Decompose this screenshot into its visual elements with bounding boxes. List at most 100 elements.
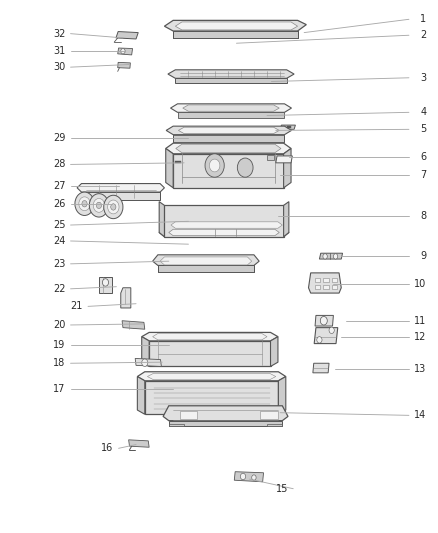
Circle shape — [333, 254, 338, 259]
Bar — [323, 278, 328, 282]
Bar — [314, 285, 320, 289]
Bar — [332, 285, 337, 289]
Circle shape — [329, 327, 334, 334]
Text: 19: 19 — [53, 340, 65, 350]
Polygon shape — [170, 104, 291, 112]
Bar — [175, 161, 180, 163]
Text: 7: 7 — [420, 170, 426, 180]
Polygon shape — [166, 143, 291, 154]
Circle shape — [82, 200, 87, 207]
Polygon shape — [116, 31, 138, 39]
Text: 32: 32 — [53, 29, 65, 39]
Circle shape — [240, 473, 246, 480]
Polygon shape — [129, 440, 149, 447]
Polygon shape — [159, 228, 289, 237]
Circle shape — [75, 192, 94, 215]
Polygon shape — [169, 421, 283, 426]
Text: 14: 14 — [414, 410, 426, 421]
Circle shape — [142, 359, 148, 367]
Text: 15: 15 — [276, 484, 288, 494]
Circle shape — [209, 159, 220, 172]
Polygon shape — [267, 424, 283, 426]
Text: 18: 18 — [53, 358, 65, 368]
Polygon shape — [121, 288, 131, 308]
Polygon shape — [280, 125, 295, 130]
Polygon shape — [271, 337, 278, 367]
Polygon shape — [122, 321, 145, 329]
Polygon shape — [135, 359, 161, 367]
Text: 20: 20 — [53, 320, 65, 330]
Circle shape — [320, 317, 327, 325]
Polygon shape — [152, 334, 267, 340]
Polygon shape — [138, 376, 145, 414]
Text: 2: 2 — [420, 30, 426, 41]
Circle shape — [237, 158, 253, 177]
Text: 24: 24 — [53, 236, 65, 246]
Polygon shape — [169, 424, 184, 426]
Text: 12: 12 — [414, 332, 426, 342]
Circle shape — [108, 200, 119, 214]
Polygon shape — [319, 253, 343, 259]
Polygon shape — [177, 112, 285, 118]
Text: 29: 29 — [53, 133, 65, 143]
Polygon shape — [166, 126, 291, 135]
Text: 28: 28 — [53, 159, 65, 169]
Polygon shape — [77, 183, 164, 192]
Text: 11: 11 — [414, 316, 426, 326]
Text: 25: 25 — [53, 220, 66, 230]
Text: 13: 13 — [414, 364, 426, 374]
Polygon shape — [163, 406, 288, 421]
Circle shape — [96, 202, 102, 208]
Polygon shape — [145, 381, 279, 414]
Text: 5: 5 — [420, 124, 426, 134]
Polygon shape — [118, 62, 131, 68]
Polygon shape — [308, 273, 341, 293]
Circle shape — [205, 154, 224, 177]
Circle shape — [79, 197, 90, 211]
Polygon shape — [152, 255, 259, 265]
Polygon shape — [159, 201, 164, 237]
Polygon shape — [175, 22, 297, 30]
Polygon shape — [183, 105, 279, 111]
Polygon shape — [149, 341, 271, 367]
Text: 6: 6 — [420, 152, 426, 162]
Polygon shape — [234, 472, 264, 482]
Polygon shape — [164, 20, 306, 31]
Polygon shape — [142, 333, 278, 341]
Text: 22: 22 — [53, 284, 66, 294]
Polygon shape — [279, 376, 286, 414]
Polygon shape — [99, 277, 112, 293]
Polygon shape — [314, 328, 338, 344]
Polygon shape — [118, 48, 133, 55]
Polygon shape — [176, 144, 281, 153]
Bar — [323, 285, 328, 289]
Text: 17: 17 — [53, 384, 65, 394]
Polygon shape — [164, 205, 284, 237]
Polygon shape — [313, 364, 329, 373]
Bar — [332, 278, 337, 282]
Circle shape — [323, 254, 327, 259]
Text: 16: 16 — [101, 443, 113, 453]
Circle shape — [121, 49, 125, 54]
Polygon shape — [284, 149, 291, 188]
Text: 23: 23 — [53, 259, 65, 269]
Circle shape — [89, 193, 109, 217]
Text: 31: 31 — [53, 46, 65, 56]
Polygon shape — [173, 31, 297, 38]
Polygon shape — [178, 127, 279, 134]
Polygon shape — [276, 156, 292, 163]
Bar — [267, 155, 274, 160]
Bar — [180, 410, 197, 419]
Polygon shape — [315, 316, 333, 326]
Circle shape — [252, 475, 256, 480]
Polygon shape — [284, 201, 289, 237]
Circle shape — [111, 204, 116, 210]
Circle shape — [93, 198, 105, 212]
Polygon shape — [173, 135, 285, 142]
Text: 27: 27 — [53, 181, 66, 191]
Polygon shape — [173, 154, 284, 188]
Text: 26: 26 — [53, 199, 65, 209]
Bar — [261, 410, 278, 419]
Text: 1: 1 — [420, 14, 426, 25]
Polygon shape — [166, 149, 173, 188]
